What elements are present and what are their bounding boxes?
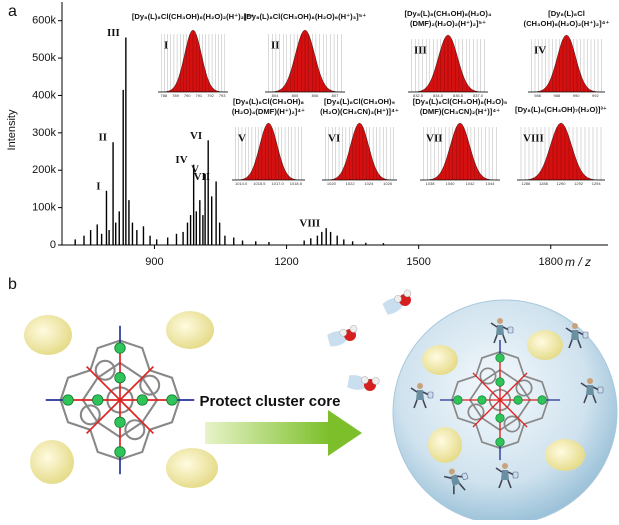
- inset-title: [Dy₈(L)₈Cl(CH₃OH)₈(H₂O)₆(H⁺)₃]⁵⁺: [244, 12, 367, 21]
- panel-label: a: [8, 3, 17, 20]
- inset-title: (H₂O)₄(DMF)(H⁺)₂]⁴⁺: [232, 107, 305, 116]
- panel-label: b: [8, 276, 17, 293]
- y-tick-label: 400k: [32, 89, 56, 101]
- inset-numeral: VIII: [523, 133, 544, 145]
- inset-title: [Dy₈(L)₈Cl(CH₃OH)₉: [324, 97, 395, 106]
- inset-numeral: I: [164, 40, 168, 52]
- inset-title: [Dy₈(L)₈(CH₃OH)₈(H₂O)₄: [405, 9, 492, 18]
- y-tick-label: 200k: [32, 164, 56, 176]
- inset-tick: 1286: [521, 181, 531, 186]
- inset-title: (DMF)(CH₃CN)₂(H⁺)]⁴⁺: [420, 107, 500, 116]
- inset-tick: 807: [332, 93, 339, 98]
- inset-tick: 804: [272, 93, 279, 98]
- inset-tick: 1292: [574, 181, 584, 186]
- y-tick-label: 300k: [32, 127, 56, 139]
- inset-tick: 988: [554, 93, 561, 98]
- inset-tick: 1040: [446, 181, 456, 186]
- inset-tick: 791: [195, 93, 202, 98]
- bare-cluster: [24, 311, 218, 488]
- inset-tick: 1014.0: [235, 181, 248, 186]
- inset-tick: 1026: [383, 181, 393, 186]
- inset-numeral: III: [414, 45, 427, 57]
- inset: 804 805 806 807 II [Dy₈(L)₈Cl(CH₃OH)₈(H₂O)₆(H…: [244, 12, 367, 98]
- inset: 1014.0 1015.5 1017.0 1018.5 V [Dy₈(L)₈Cl(CH₃O…: [232, 97, 305, 186]
- inset-tick: 806: [312, 93, 319, 98]
- x-tick-label: 900: [145, 256, 163, 268]
- inset-tick: 832.5: [413, 93, 424, 98]
- inset-title: (H₂O)(CH₃CN)₃(H⁺)]⁴⁺: [320, 107, 399, 116]
- inset-tick: 1018.5: [290, 181, 303, 186]
- inset: 788 789 790 791 792 793 I [Dy₈(L)₈Cl(CH₃OH)₈(H₂…: [132, 12, 254, 98]
- inset-tick: 793: [219, 93, 226, 98]
- inset-tick: 1044: [486, 181, 496, 186]
- inset-tick: 992: [592, 93, 599, 98]
- inset-tick: 805: [292, 93, 299, 98]
- y-tick-label: 600k: [32, 15, 56, 27]
- inset: 832.5 834.0 835.5 837.0 III [Dy₈(L)₈(CH₃OH)₈(…: [405, 9, 492, 98]
- protected-cluster: [392, 299, 618, 525]
- peak-label: VII: [194, 171, 211, 183]
- inset-tick: 789: [172, 93, 179, 98]
- inset-tick: 788: [160, 93, 167, 98]
- y-tick-label: 500k: [32, 52, 56, 64]
- x-tick-label: 1200: [274, 256, 298, 268]
- inset-title: [Dy₈(L)₈Cl(CH₃OH)₈(H₂O)₅: [413, 97, 508, 106]
- inset: 1038 1040 1042 1044 VII [Dy₈(L)₈Cl(CH₃OH)₈(H₂…: [413, 97, 508, 186]
- inset-tick: 986: [534, 93, 541, 98]
- peak-label: VIII: [299, 218, 320, 230]
- x-tick-label: 1800: [539, 256, 563, 268]
- axes: 0 100k 200k 300k 400k 500k 600k 900 1200 1500 1800…: [32, 2, 608, 268]
- inset-tick: 1042: [466, 181, 476, 186]
- y-axis-label: Intensity: [6, 109, 18, 150]
- inset-tick: 792: [207, 93, 214, 98]
- inset-tick: 1015.5: [253, 181, 266, 186]
- peak-label: VI: [190, 130, 202, 142]
- inset: 1286 1288 1290 1292 1294 VIII [Dy₈(L)₈(CH₃OH)₇…: [515, 105, 607, 186]
- peak-label: I: [96, 180, 100, 192]
- y-tick-label: 0: [50, 239, 56, 251]
- peak-label: IV: [175, 154, 187, 166]
- inset-tick: 835.5: [453, 93, 464, 98]
- inset-numeral: VI: [328, 133, 340, 145]
- inset-tick: 1020: [327, 181, 337, 186]
- insets: 788 789 790 791 792 793I[Dy₈(L)₈Cl(CH₃OH)₈(H₂…: [132, 9, 610, 186]
- inset-tick: 1288: [539, 181, 549, 186]
- arrow: [205, 410, 362, 456]
- inset-title: [Dy₈(L)₈Cl: [548, 9, 585, 18]
- inset-tick: 834.0: [433, 93, 444, 98]
- inset-title: [Dy₈(L)₈Cl(CH₃OH)₈: [233, 97, 305, 106]
- peak-label: II: [99, 132, 108, 144]
- peak-label: III: [107, 27, 120, 39]
- inset-tick: 1290: [557, 181, 567, 186]
- arrow-label: Protect cluster core: [200, 393, 341, 410]
- inset-title: [Dy₈(L)₈Cl(CH₃OH)₈(H₂O)₂(H⁺)₂]⁵⁺: [132, 12, 254, 21]
- inset-tick: 990: [573, 93, 580, 98]
- inset-title: [Dy₈(L)₈(CH₃OH)₇(H₂O)]³⁺: [515, 105, 607, 114]
- inset-tick: 1294: [592, 181, 602, 186]
- inset: 986 988 990 992 IV [Dy₈(L)₈Cl(CH₃OH)₈(H₂O)₂(H…: [524, 9, 610, 98]
- inset-numeral: VII: [426, 133, 443, 145]
- inset-numeral: IV: [534, 45, 546, 57]
- inset-tick: 1024: [364, 181, 374, 186]
- inset-tick: 790: [184, 93, 191, 98]
- inset: 1020 1022 1024 1026 VI [Dy₈(L)₈Cl(CH₃OH)₉(H₂O…: [320, 97, 399, 186]
- inset-tick: 837.0: [473, 93, 484, 98]
- inset-tick: 1038: [426, 181, 436, 186]
- inset-numeral: V: [238, 133, 246, 145]
- inset-tick: 1022: [346, 181, 356, 186]
- inset-numeral: II: [271, 40, 280, 52]
- y-tick-label: 100k: [32, 202, 56, 214]
- x-tick-label: 1500: [406, 256, 430, 268]
- x-axis-label: m / z: [565, 255, 591, 269]
- inset-title: (CH₃OH)₈(H₂O)₂(H⁺)₂]⁴⁺: [524, 19, 610, 28]
- peak-label: V: [191, 164, 199, 176]
- inset-tick: 1017.0: [272, 181, 285, 186]
- inset-title: (DMF)₂(H₂O)₂(H⁺)₂]⁵⁺: [410, 19, 486, 28]
